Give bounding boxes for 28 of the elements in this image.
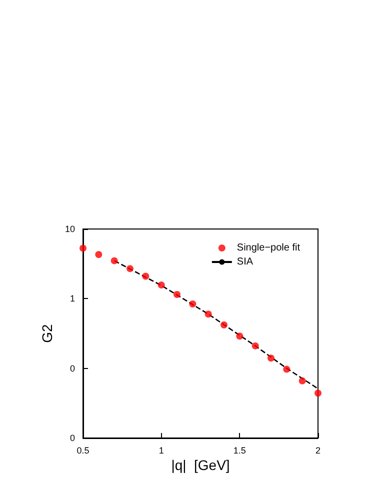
point [95, 251, 102, 258]
point [189, 300, 196, 308]
point [80, 244, 86, 252]
y-axis-title: G2 [39, 324, 56, 343]
legend-label: SIA [236, 256, 254, 268]
point [298, 377, 306, 384]
y-tick-label: 10 [64, 224, 75, 234]
point [314, 390, 322, 397]
x-tick-label: 1.5 [233, 446, 246, 456]
x-tick-label: 0.5 [76, 446, 90, 456]
point [252, 342, 259, 350]
point [268, 354, 274, 362]
y-tick-label: 1 [70, 294, 75, 304]
y-tick-label: 0 [70, 363, 75, 374]
x-tick-label: 2 [315, 446, 321, 456]
point [110, 257, 118, 264]
point [142, 272, 150, 280]
y-tick-label: 0 [70, 433, 75, 443]
point [158, 282, 165, 289]
point [174, 290, 180, 298]
point [283, 366, 290, 373]
point [236, 332, 244, 340]
point [204, 310, 212, 318]
legend-label: Single−pole fit [236, 242, 300, 254]
point [126, 265, 134, 272]
x-tick-label: 1 [158, 446, 164, 456]
x-axis-title: |q| [GeV] [171, 457, 230, 473]
point [220, 321, 228, 328]
